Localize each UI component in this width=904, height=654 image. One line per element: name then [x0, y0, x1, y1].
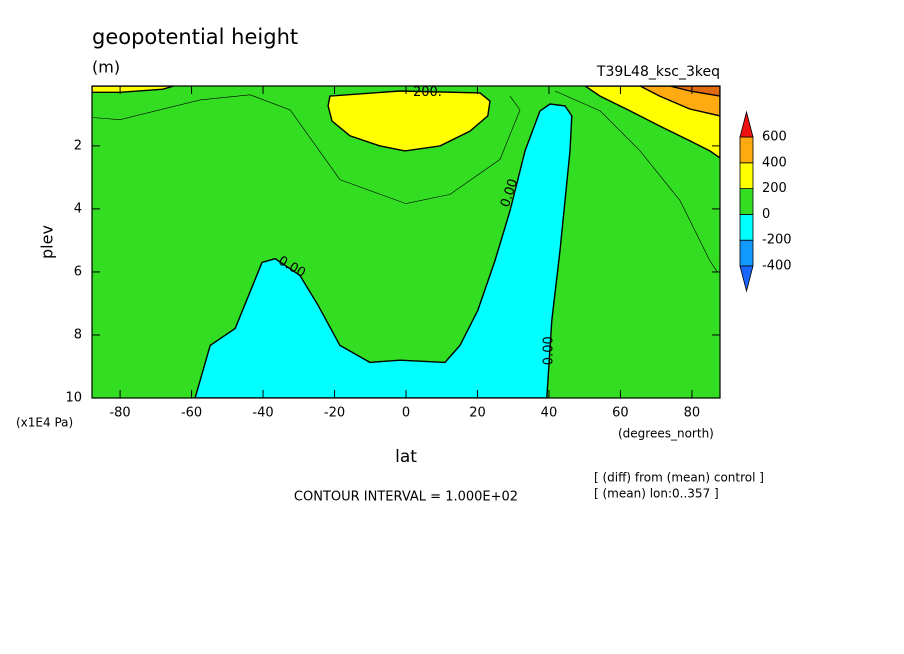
chart-subtitle: (m) — [92, 58, 120, 77]
y-tick-label: 2 — [74, 138, 82, 153]
colorbar-label: 200 — [762, 181, 787, 196]
colorbar-box — [739, 213, 754, 241]
y-unit: (x1E4 Pa) — [16, 416, 73, 430]
x-tick-label: 60 — [612, 406, 629, 421]
x-tick-label: -40 — [252, 406, 273, 421]
y-axis-label: plev — [38, 225, 57, 259]
y-tick-label: 8 — [74, 327, 82, 342]
plot-area: 200.0.000.000.00 — [92, 85, 720, 398]
colorbar-box — [739, 239, 754, 267]
contour-line — [92, 94, 521, 204]
contour-line — [554, 90, 718, 273]
contour-label: 0.00 — [541, 336, 556, 365]
contour-region — [92, 86, 174, 94]
colorbar-label: 400 — [762, 155, 787, 170]
colorbar-box — [739, 188, 754, 215]
x-tick-label: 80 — [684, 406, 701, 421]
contour-interval: CONTOUR INTERVAL = 1.000E+02 — [294, 490, 518, 505]
run-label: T39L48_ksc_3keq — [596, 64, 720, 80]
chart-title: geopotential height — [92, 25, 298, 49]
note: [ (mean) lon:0..357 ] — [594, 487, 719, 501]
x-tick-label: 20 — [469, 406, 486, 421]
y-tick-label: 10 — [65, 391, 82, 406]
contour-region — [669, 86, 720, 97]
colorbar-label: 0 — [762, 207, 770, 222]
x-tick-label: -80 — [109, 406, 130, 421]
colorbar-box — [739, 162, 754, 190]
colorbar-under — [739, 265, 754, 293]
x-tick-label: 40 — [541, 406, 558, 421]
x-tick-label: -60 — [181, 406, 202, 421]
note: [ (diff) from (mean) control ] — [594, 471, 764, 485]
contour-label: 200. — [413, 85, 442, 100]
y-tick-label: 6 — [74, 264, 82, 279]
x-tick-label: 0 — [402, 406, 410, 421]
x-tick-label: -20 — [324, 406, 345, 421]
contour-region — [327, 90, 491, 152]
colorbar-label: -200 — [762, 233, 792, 248]
colorbar-label: -400 — [762, 259, 792, 274]
contour-region — [194, 103, 573, 398]
colorbar-box — [739, 136, 754, 164]
x-axis-label: lat — [395, 447, 417, 467]
contour-region — [639, 86, 720, 117]
colorbar-label: 600 — [762, 130, 787, 145]
y-tick-label: 4 — [74, 201, 82, 216]
axes: -80 -60 -40 -20 0 20 40 60 80246810-400-20002004… — [65, 85, 792, 421]
colorbar-over — [739, 110, 754, 138]
x-unit: (degrees_north) — [618, 427, 714, 441]
